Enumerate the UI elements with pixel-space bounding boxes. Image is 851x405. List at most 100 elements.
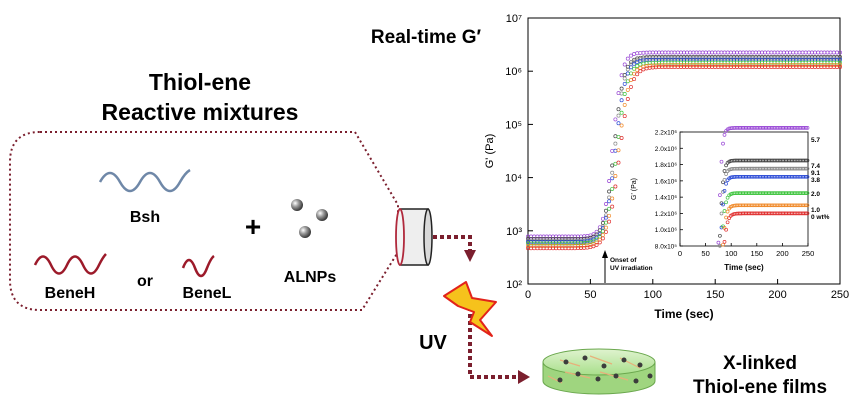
main-x-axis-label: Time (sec) [654,307,713,321]
inset-data-point [804,126,808,130]
main-data-point [785,50,789,55]
nozzle [395,208,433,266]
main-data-point [756,50,761,55]
inset-data-point [724,200,728,205]
main-data-point [672,50,677,55]
main-plot-frame [527,17,841,285]
inset-data-point [805,203,810,208]
inset-data-point [805,126,810,130]
main-data-point [803,50,808,55]
main-x-tick-label: 250 [831,289,849,301]
main-data-point [604,215,608,220]
inset-series-9-1 [718,166,810,248]
inset-data-point [804,174,808,179]
main-data-point [722,50,727,55]
inset-data-point [719,211,724,216]
main-data-point [532,246,537,251]
title-line1: Thiol-ene [149,69,251,95]
uv-label: UV [419,332,447,354]
main-data-point [713,50,718,55]
main-data-point [622,62,627,67]
inset-y-tick-label: 1.4x10⁶ [655,195,678,202]
main-data-point [710,50,715,55]
main-data-point [607,206,612,211]
inset-data-point [805,166,810,171]
main-data-point [629,65,633,70]
main-data-point [682,50,686,55]
main-data-point [838,63,842,68]
main-data-point [594,229,599,234]
main-data-point [819,50,824,55]
main-data-point [644,50,649,55]
main-data-point [691,50,696,55]
inset-series-label: 1.0 [811,207,820,214]
main-data-point [607,189,612,194]
plus-sign: + [245,211,261,242]
main-y-tick-label: 10³ [506,226,522,238]
main-data-point [635,51,640,56]
main-y-tick-label: 10⁴ [505,173,522,185]
main-y-axis-label: G' (Pa) [484,134,496,169]
main-data-point [632,61,637,66]
main-data-point [600,221,605,225]
main-data-point [613,134,618,139]
inset-x-tick-label: 50 [701,249,709,258]
main-data-point [669,50,674,55]
inset-data-point [724,181,728,186]
inset-data-point [721,242,725,247]
main-data-point [619,123,624,128]
main-data-point [800,50,805,55]
main-data-point [610,204,615,209]
main-data-point [607,195,612,200]
inset-data-point [804,191,808,195]
main-data-point [744,50,749,55]
main-data-point [625,79,630,84]
main-data-point [610,148,615,153]
main-data-point [838,56,842,61]
main-data-point [794,50,799,55]
main-data-point [616,113,621,118]
inset-data-point [718,193,722,197]
main-data-point [619,86,624,91]
main-data-point [607,213,612,218]
main-data-point [575,246,580,251]
inset-data-point [716,240,721,245]
main-data-point [772,50,777,55]
main-data-point [600,233,605,238]
main-data-point [632,52,637,56]
main-data-point [613,161,618,166]
beneh-wave [33,253,107,275]
main-data-point [647,65,652,70]
main-data-point [747,50,752,55]
inset-series-0-wt- [722,211,810,244]
main-data-point [731,50,736,55]
main-data-point [594,242,599,247]
inset-data-point [725,209,730,214]
main-data-point [579,246,583,250]
inset-y-tick-label: 1.8x10⁶ [655,162,678,169]
main-data-point [619,98,624,103]
chart-title: Real-time G′ [371,27,482,48]
main-data-point [529,246,534,251]
or-label: or [137,273,153,290]
main-data-point [591,244,596,249]
main-data-point [666,50,671,55]
main-data-point [838,60,842,65]
main-data-point [613,148,618,153]
main-data-point [632,71,637,76]
inset-data-point [805,211,810,216]
inset-y-axis-label: G' (Pa) [631,178,638,200]
main-data-point [635,64,640,68]
main-data-point [834,50,839,55]
main-data-point [557,246,562,251]
inset-y-tick-label: 1.2x10⁶ [655,211,678,218]
main-data-point [816,50,821,55]
arrow-to-film [468,300,518,379]
inset-series-label: 7.4 [811,163,820,170]
main-data-point [604,220,608,225]
main-data-point [663,50,668,55]
inset-y-tick-label: 1.6x10⁶ [655,178,678,185]
film-disc [542,348,656,395]
main-data-point [638,66,643,70]
main-data-point [629,84,633,89]
